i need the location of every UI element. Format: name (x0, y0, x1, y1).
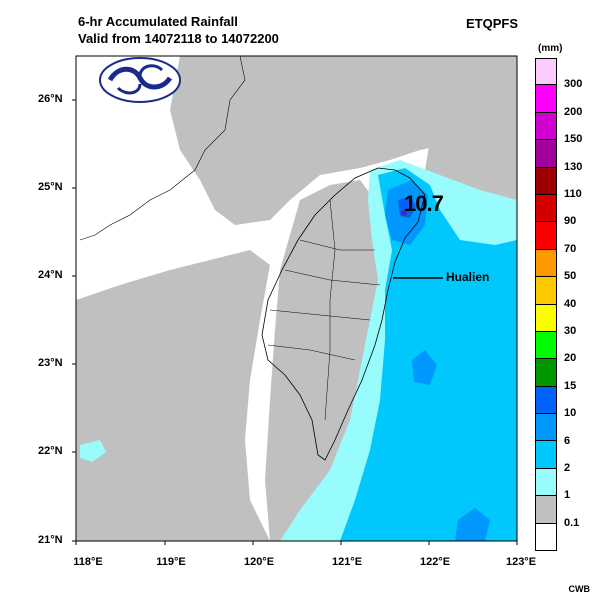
rain-area-blue-se (455, 508, 490, 541)
lon-label-120: 120°E (243, 556, 275, 568)
china-coastline (79, 56, 246, 241)
legend-threshold-label: 20 (564, 352, 577, 365)
legend-swatch (535, 58, 557, 86)
legend-threshold-label: 10 (564, 407, 577, 420)
rain-area-grey-east-band (425, 125, 517, 205)
legend-threshold-label: 200 (564, 105, 583, 118)
legend-threshold-label: 15 (564, 379, 577, 392)
taiwan-county-lines (267, 199, 381, 421)
credit-label: CWB (568, 584, 591, 594)
legend-swatch (535, 304, 557, 332)
rain-area-cyan-sw (80, 440, 106, 462)
legend-threshold-label: 110 (564, 188, 582, 200)
hualien-label: Hualien (446, 270, 490, 284)
map-frame (75, 55, 518, 542)
lat-label-24: 24°N (38, 269, 63, 281)
legend-swatch (535, 331, 557, 360)
model-label: ETQPFS (465, 16, 518, 31)
legend-threshold-label: 150 (564, 133, 583, 146)
cwb-logo (99, 57, 181, 103)
legend-swatch (535, 496, 557, 524)
title-line-1: 6-hr Accumulated Rainfall (78, 14, 238, 29)
legend-threshold-label: 70 (564, 242, 577, 255)
legend-swatch (535, 523, 557, 552)
title-line-2: Valid from 14072118 to 14072200 (78, 31, 279, 46)
max-value-label: 10.7 (404, 191, 444, 216)
legend-threshold-label: 1 (564, 489, 571, 502)
legend-threshold-label: 30 (564, 325, 577, 337)
lat-label-25: 25°N (38, 181, 63, 193)
rain-area-grey-taiwan (265, 180, 385, 541)
legend-threshold-label: 90 (564, 215, 577, 228)
legend-swatch (535, 468, 557, 497)
axis-ticks (72, 99, 518, 545)
taiwan-coastline (261, 167, 426, 461)
legend-swatch (535, 386, 557, 415)
legend-threshold-label: 40 (564, 297, 577, 310)
legend-swatch (535, 441, 557, 469)
legend-swatch (535, 249, 557, 278)
legend-swatch (535, 277, 557, 305)
rain-area-grey-north (170, 56, 517, 225)
lat-label-23: 23°N (38, 357, 63, 369)
rain-area-blue-south (412, 350, 437, 385)
legend-threshold-label: 0.1 (564, 516, 580, 529)
legend-swatch (535, 414, 557, 442)
legend-threshold-label: 2 (564, 462, 571, 474)
legend-threshold-label: 50 (564, 270, 577, 283)
legend-threshold-label: 6 (564, 434, 571, 447)
color-legend (535, 58, 557, 552)
legend-swatch (535, 140, 557, 168)
lon-label-119: 119°E (156, 556, 186, 568)
legend-unit: (mm) (538, 43, 563, 54)
lon-label-121: 121°E (331, 556, 363, 568)
rain-area-grey-west (76, 250, 270, 541)
legend-swatch (535, 194, 557, 223)
legend-swatch (535, 112, 557, 141)
lon-label-118: 118°E (73, 556, 103, 568)
lon-label-123: 123°E (505, 556, 537, 568)
lat-label-22: 22°N (38, 445, 63, 457)
lon-label-122: 122°E (419, 556, 451, 568)
legend-swatch (535, 85, 557, 113)
legend-swatch (535, 222, 557, 250)
legend-threshold-label: 130 (564, 160, 583, 173)
lat-label-26: 26°N (38, 93, 63, 105)
max-value-marker (401, 210, 407, 216)
legend-swatch (535, 167, 557, 195)
legend-threshold-label: 300 (564, 78, 583, 91)
lat-label-21: 21°N (38, 534, 63, 546)
legend-swatch (535, 359, 557, 387)
